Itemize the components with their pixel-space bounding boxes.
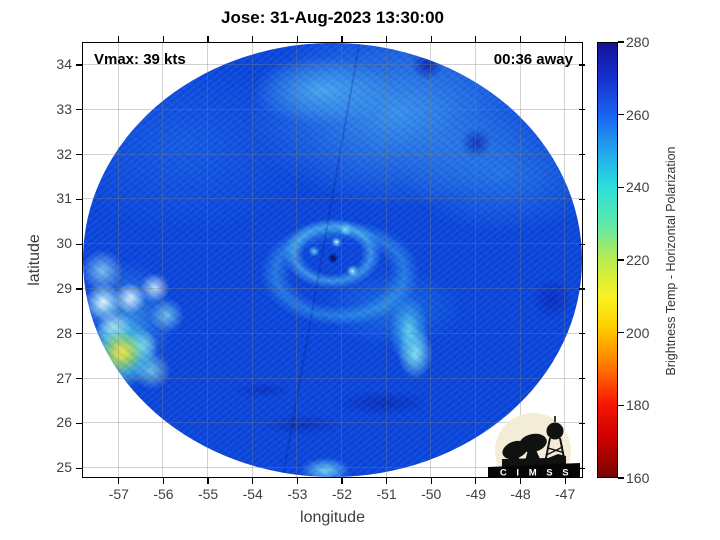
cimss-logo: C I M S S <box>488 411 580 479</box>
plot-area: Vmax: 39 kts 00:36 away <box>82 42 583 478</box>
x-tick-mark <box>430 478 432 484</box>
x-tick-mark <box>252 478 254 484</box>
x-tick-mark <box>207 478 209 484</box>
x-tick-label: -57 <box>108 486 129 502</box>
water-tower-icon <box>544 416 566 463</box>
y-tick-mark <box>579 377 585 380</box>
x-tick-mark <box>564 36 566 42</box>
x-tick-mark <box>430 36 432 42</box>
x-tick-mark <box>519 36 522 42</box>
y-tick-mark <box>76 377 82 380</box>
x-tick-label: -51 <box>376 486 397 502</box>
satellite-swath-image <box>83 43 582 477</box>
y-tick-mark <box>579 154 585 156</box>
x-tick-label: -47 <box>555 486 576 502</box>
y-tick-mark <box>76 243 82 245</box>
colorbar-tick-mark <box>618 332 624 334</box>
y-tick-mark <box>76 467 82 469</box>
y-tick-mark <box>76 109 82 111</box>
colorbar-tick-mark <box>618 477 624 479</box>
colorbar-tick-mark <box>618 41 624 43</box>
y-tick-mark <box>579 109 585 111</box>
y-tick-mark <box>76 64 82 66</box>
y-tick-mark <box>76 288 82 290</box>
colorbar-tick-label: 180 <box>626 397 650 414</box>
y-tick-label: 25 <box>56 459 72 476</box>
y-tick-mark <box>76 422 82 424</box>
x-tick-mark <box>118 36 120 42</box>
colorbar-tick-label: 240 <box>626 179 650 196</box>
x-tick-mark <box>386 36 388 42</box>
x-tick-label: -49 <box>465 486 486 502</box>
y-tick-mark <box>579 288 585 290</box>
x-tick-label: -52 <box>331 486 353 502</box>
x-tick-label: -48 <box>510 486 531 502</box>
y-tick-mark <box>579 64 585 66</box>
x-tick-mark <box>475 36 477 42</box>
x-tick-label: -54 <box>242 486 263 502</box>
y-tick-mark <box>579 422 585 424</box>
y-tick-label: 33 <box>56 100 72 117</box>
logo-text: C I M S S <box>500 468 572 479</box>
y-tick-mark <box>579 333 585 335</box>
x-tick-label: -50 <box>421 486 442 502</box>
y-tick-mark <box>579 243 585 245</box>
x-tick-mark <box>162 36 165 42</box>
cimss-logo-graphic: C I M S S <box>488 413 580 479</box>
y-tick-label: 29 <box>56 279 72 296</box>
y-tick-label: 27 <box>56 369 72 386</box>
x-tick-mark <box>252 36 254 42</box>
y-tick-label: 28 <box>56 324 72 341</box>
y-tick-mark <box>579 467 585 469</box>
colorbar-label: Brightness Temp - Horizontal Polarizatio… <box>664 146 678 376</box>
x-axis-label: longitude <box>300 509 365 526</box>
y-tick-label: 31 <box>56 190 72 207</box>
colorbar-tick-mark <box>618 259 624 261</box>
y-tick-mark <box>76 198 82 200</box>
y-axis-label: latitude <box>26 234 43 286</box>
y-tick-mark <box>579 198 585 200</box>
x-tick-mark <box>341 478 343 484</box>
colorbar-tick-mark <box>618 114 624 116</box>
y-tick-label: 34 <box>56 56 72 73</box>
x-tick-label: -56 <box>153 486 174 502</box>
x-tick-mark <box>162 478 165 484</box>
colorbar-tick-label: 160 <box>626 470 650 486</box>
colorbar-tick-label: 220 <box>626 252 650 268</box>
colorbar-tick-label: 260 <box>626 106 650 123</box>
colorbar-tick-label: 280 <box>626 34 650 50</box>
x-tick-mark <box>341 36 343 42</box>
x-tick-mark <box>564 478 566 484</box>
y-tick-label: 26 <box>56 414 72 431</box>
y-tick-label: 32 <box>56 145 72 162</box>
x-tick-label: -55 <box>197 486 219 502</box>
x-tick-mark <box>296 36 298 42</box>
x-tick-mark <box>207 36 209 42</box>
page-title: Jose: 31-Aug-2023 13:30:00 <box>220 8 444 27</box>
x-tick-mark <box>386 478 388 484</box>
vmax-annotation: Vmax: 39 kts <box>94 51 186 68</box>
x-tick-mark <box>475 478 477 484</box>
x-tick-label: -53 <box>287 486 308 502</box>
logo-banner <box>488 463 580 477</box>
colorbar-tick-label: 200 <box>626 324 650 341</box>
y-tick-mark <box>76 154 82 156</box>
x-tick-mark <box>519 478 522 484</box>
y-tick-label: 30 <box>56 235 72 252</box>
colorbar <box>597 42 618 478</box>
y-tick-mark <box>76 333 82 335</box>
x-tick-mark <box>296 478 298 484</box>
colorbar-tick-mark <box>618 404 624 406</box>
colorbar-tick-mark <box>618 186 624 188</box>
x-tick-mark <box>118 478 120 484</box>
time-offset-annotation: 00:36 away <box>493 51 573 68</box>
